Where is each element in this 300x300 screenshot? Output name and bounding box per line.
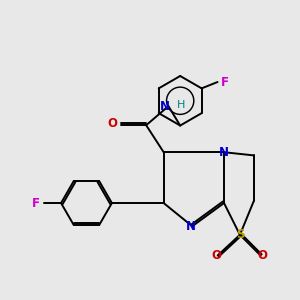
Text: N: N (186, 220, 196, 233)
Text: O: O (211, 249, 221, 262)
Text: O: O (257, 249, 267, 262)
Text: H: H (177, 100, 186, 110)
Text: F: F (221, 76, 229, 88)
Text: F: F (32, 196, 40, 210)
Text: N: N (160, 100, 170, 113)
Text: O: O (107, 117, 117, 130)
Text: N: N (219, 146, 229, 159)
Text: S: S (236, 228, 244, 241)
